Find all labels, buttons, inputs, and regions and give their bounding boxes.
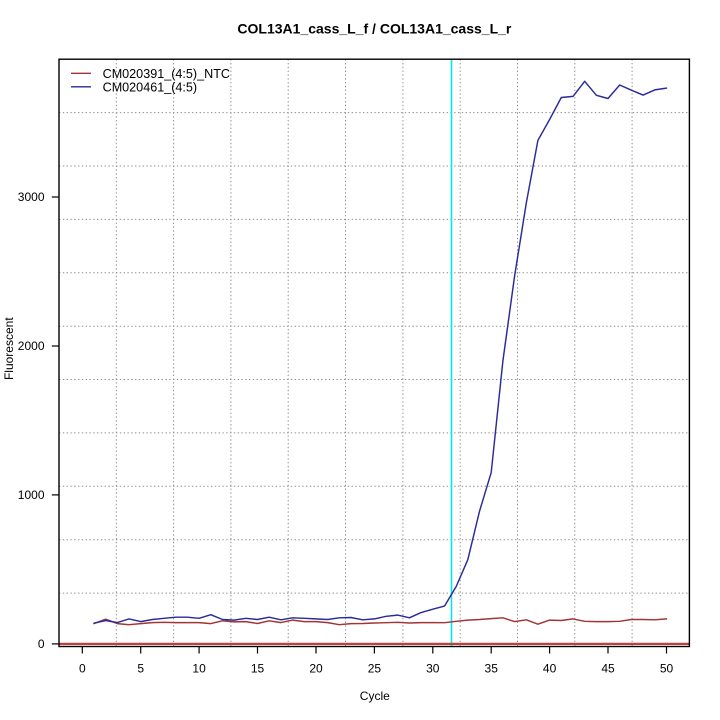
svg-text:5: 5 (137, 662, 144, 676)
svg-text:Fluorescent: Fluorescent (2, 317, 16, 380)
svg-text:20: 20 (309, 662, 323, 676)
svg-text:Cycle: Cycle (360, 689, 390, 703)
svg-text:2000: 2000 (18, 339, 45, 353)
svg-text:CM020461_(4:5): CM020461_(4:5) (103, 81, 198, 95)
svg-text:0: 0 (38, 637, 45, 651)
svg-text:25: 25 (368, 662, 382, 676)
svg-text:10: 10 (192, 662, 206, 676)
svg-text:35: 35 (485, 662, 499, 676)
svg-text:40: 40 (543, 662, 557, 676)
svg-text:50: 50 (660, 662, 674, 676)
svg-text:3000: 3000 (18, 190, 45, 204)
svg-text:0: 0 (79, 662, 86, 676)
svg-text:45: 45 (601, 662, 615, 676)
svg-text:30: 30 (426, 662, 440, 676)
svg-text:COL13A1_cass_L_f / COL13A1_cas: COL13A1_cass_L_f / COL13A1_cass_L_r (237, 21, 511, 37)
svg-text:1000: 1000 (18, 488, 45, 502)
svg-text:CM020391_(4:5)_NTC: CM020391_(4:5)_NTC (103, 67, 230, 81)
svg-text:15: 15 (251, 662, 265, 676)
